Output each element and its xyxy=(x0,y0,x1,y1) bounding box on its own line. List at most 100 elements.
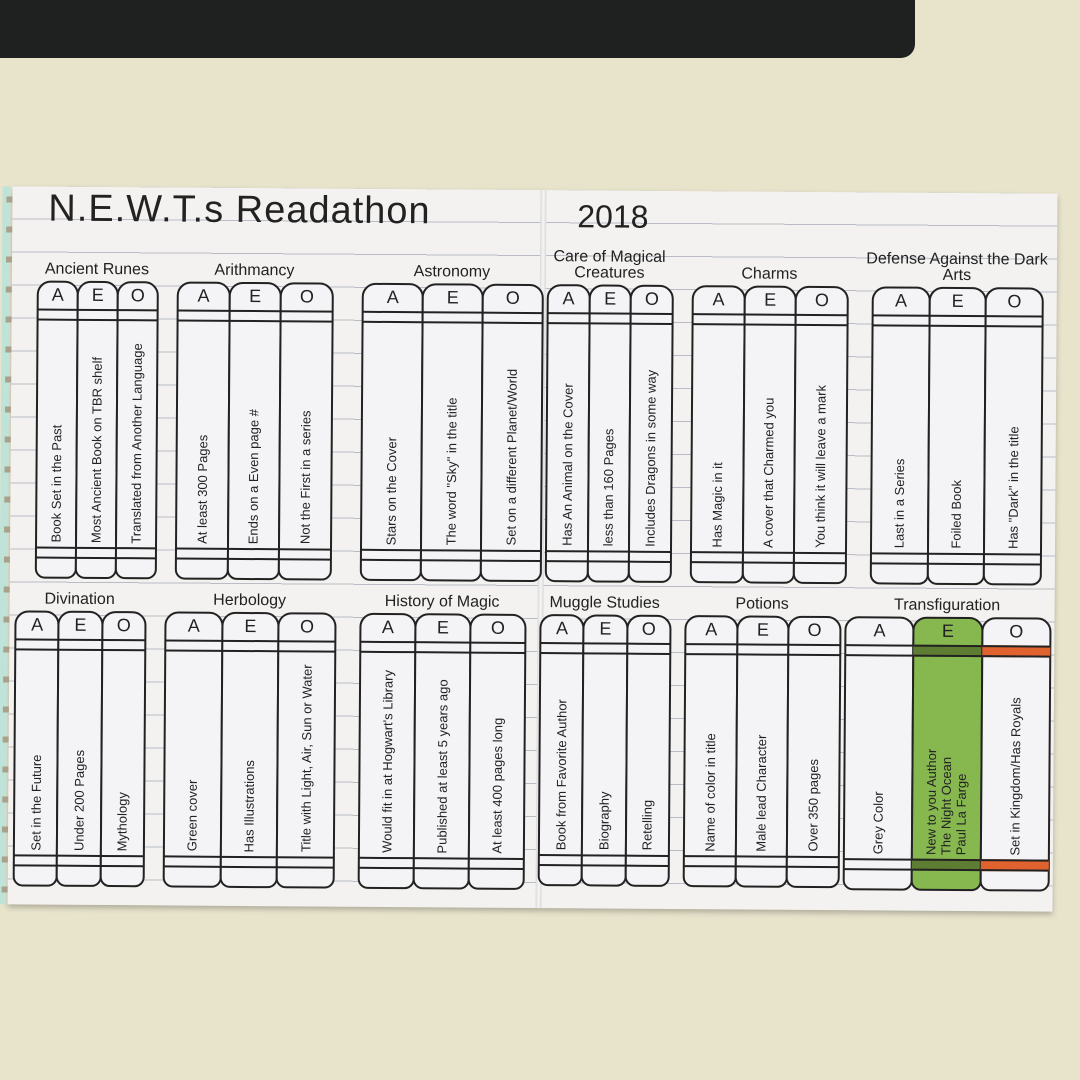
book-prompt: Would fit in at Hogwart's Library xyxy=(378,670,396,854)
book-prompt: Set in the Future xyxy=(28,754,44,851)
book-band xyxy=(545,550,588,563)
book-prompt: Under 200 Pages xyxy=(71,749,88,851)
grade-label: O xyxy=(300,616,315,637)
book-grade-e: E Male lead Character xyxy=(734,615,790,888)
book-prompt: Has An Animal on the Cover xyxy=(559,383,576,547)
book-grade-o: O Includes Dragons in some way xyxy=(628,284,674,583)
book-band xyxy=(420,549,481,562)
grade-label: O xyxy=(116,615,131,636)
book-prompt: Name of color in title xyxy=(702,732,719,852)
grade-label: A xyxy=(386,286,399,308)
subject-name: Charms xyxy=(741,265,798,283)
grade-label: A xyxy=(556,618,569,639)
book-prompt: Translated from Another Language xyxy=(128,342,145,544)
subject-name: Care of Magical Creatures xyxy=(553,248,666,282)
book-grade-a: A Green cover xyxy=(162,611,224,888)
book-grade-o: O Not the First in a series xyxy=(278,282,334,581)
book-band xyxy=(582,854,626,867)
book-prompt: Has Illustrations xyxy=(241,759,258,853)
subject-name: Astronomy xyxy=(413,263,491,281)
book-prompt: Mythology xyxy=(114,791,131,852)
book-grade-e: E Published at least 5 years ago xyxy=(412,613,472,890)
book-prompt: Book from Favorite Author xyxy=(553,699,570,851)
grade-label: O xyxy=(490,617,506,638)
book-band xyxy=(220,855,278,869)
subject-history-of-magic: History of Magic A Would fit in at Hogwart… xyxy=(357,593,527,890)
book-band xyxy=(788,643,841,657)
book-band xyxy=(927,552,985,566)
grade-label: A xyxy=(705,619,718,640)
book-grade-a: A Has Magic in it xyxy=(689,285,746,584)
book-prompt: New to you Author The Night Ocean Paul L… xyxy=(923,748,970,856)
book-band xyxy=(794,551,846,565)
book-grade-a: A Would fit in at Hogwart's Library xyxy=(357,612,417,890)
book-band xyxy=(117,309,158,322)
book-grade-a: A Set in the Future xyxy=(12,610,60,887)
book-grade-a: A Book Set in the Past xyxy=(34,280,79,579)
book-prompt: Ends on a Even page # xyxy=(246,408,262,545)
book-band xyxy=(360,548,421,562)
book-band xyxy=(870,552,928,565)
subject-herbology: Herbology A Green cover E Has Illustrations O… xyxy=(162,592,337,889)
grade-label: A xyxy=(51,284,64,305)
book-band xyxy=(358,856,414,870)
book-band xyxy=(177,309,230,322)
book-band xyxy=(100,854,144,868)
book-band xyxy=(278,640,336,653)
book-grade-e: E Biography xyxy=(580,614,629,887)
book-prompt: At least 400 pages long xyxy=(488,717,505,854)
book-prompt: Published at least 5 years ago xyxy=(433,679,451,854)
book-band xyxy=(744,313,796,326)
book-band xyxy=(872,314,930,327)
subject-name: Muggle Studies xyxy=(549,594,660,612)
grade-label: O xyxy=(807,619,822,641)
grade-label: A xyxy=(562,288,575,309)
book-prompt: Most Ancient Book on TBR shelf xyxy=(88,356,105,544)
book-band xyxy=(692,313,745,326)
subject-name: Defense Against the Dark Arts xyxy=(866,250,1048,285)
book-band xyxy=(981,645,1051,658)
grade-label: A xyxy=(187,615,200,636)
book-band xyxy=(587,550,630,563)
book-prompt: less than 160 Pages xyxy=(601,428,617,547)
book-band xyxy=(58,638,103,651)
book-band xyxy=(280,310,333,323)
page-title: N.E.W.T.s Readathon xyxy=(48,187,431,233)
book-band xyxy=(547,312,590,325)
book-prompt: Book Set in the Past xyxy=(48,424,65,543)
subject-care-of-magical-creatures: Care of Magical Creatures A Has An Animal … xyxy=(544,248,674,583)
book-band xyxy=(279,548,331,561)
grade-label: A xyxy=(197,285,210,306)
grade-label: E xyxy=(446,287,459,308)
book-band xyxy=(735,855,788,868)
book-band xyxy=(843,858,913,871)
subject-name: Potions xyxy=(735,595,789,613)
book-band xyxy=(690,551,743,564)
book-band xyxy=(221,639,279,653)
subject-divination: Divination A Set in the Future E Under 200 P… xyxy=(12,591,147,888)
book-grade-o: O Over 350 pages xyxy=(785,615,842,889)
book-band xyxy=(362,310,423,324)
book-band xyxy=(163,855,221,868)
book-grade-o: O Translated from Another Language xyxy=(114,281,159,580)
book-grade-a: A Name of color in title xyxy=(682,615,739,888)
grade-label: E xyxy=(436,617,450,638)
book-prompt: The word "Sky" in the title xyxy=(443,397,460,546)
book-band xyxy=(736,643,789,656)
subject-arithmancy: Arithmancy A At least 300 Pages E Ends on a … xyxy=(174,262,334,581)
book-prompt: Set in Kingdom/Has Royals xyxy=(1007,697,1024,856)
grade-label: E xyxy=(91,284,104,306)
book-band xyxy=(422,311,483,324)
grade-label: O xyxy=(1009,621,1024,642)
tablet-device xyxy=(0,0,915,58)
book-grade-o: O At least 400 pages long xyxy=(467,613,527,890)
book-band xyxy=(589,312,631,325)
book-prompt: Set on a different Planet/World xyxy=(503,369,520,546)
grade-label: E xyxy=(951,290,964,312)
book-grade-o: O Retelling xyxy=(624,614,672,887)
book-band xyxy=(165,639,223,652)
book-band xyxy=(629,550,671,563)
grade-label: O xyxy=(1007,291,1022,312)
book-band xyxy=(75,546,117,560)
book-grade-e: E A cover that Charmed you xyxy=(741,285,798,584)
